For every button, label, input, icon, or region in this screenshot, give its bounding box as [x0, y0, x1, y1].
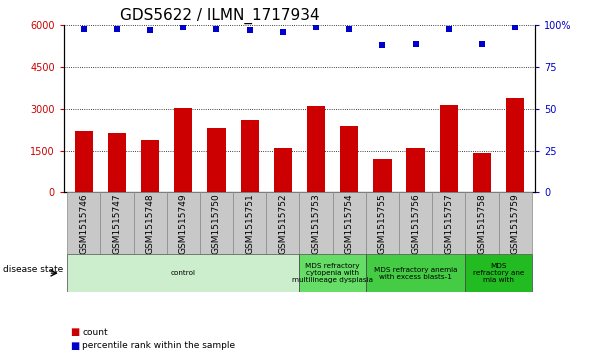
- Point: [278, 29, 288, 35]
- Text: ■: ■: [70, 327, 79, 337]
- Text: GSM1515750: GSM1515750: [212, 193, 221, 254]
- Bar: [233, 192, 266, 254]
- Text: MDS refractory
cytopenia with
multilineage dysplasia: MDS refractory cytopenia with multilinea…: [292, 263, 373, 283]
- Bar: [67, 192, 100, 254]
- Text: GSM1515747: GSM1515747: [112, 193, 122, 254]
- Bar: [207, 129, 226, 192]
- Bar: [75, 131, 93, 192]
- Bar: [366, 254, 465, 292]
- Text: control: control: [171, 270, 196, 276]
- Bar: [432, 192, 465, 254]
- Point: [145, 28, 155, 33]
- Point: [178, 24, 188, 30]
- Bar: [67, 254, 299, 292]
- Bar: [100, 192, 134, 254]
- Bar: [108, 132, 126, 192]
- Text: GSM1515754: GSM1515754: [345, 193, 354, 254]
- Bar: [174, 107, 192, 192]
- Bar: [473, 154, 491, 192]
- Bar: [200, 192, 233, 254]
- Bar: [274, 148, 292, 192]
- Bar: [465, 192, 499, 254]
- Point: [477, 41, 487, 47]
- Bar: [366, 192, 399, 254]
- Point: [112, 26, 122, 32]
- Bar: [307, 106, 325, 192]
- Text: MDS refractory anemia
with excess blasts-1: MDS refractory anemia with excess blasts…: [374, 267, 457, 280]
- Bar: [134, 192, 167, 254]
- Bar: [440, 105, 458, 192]
- Bar: [241, 120, 259, 192]
- Bar: [266, 192, 299, 254]
- Bar: [465, 254, 532, 292]
- Bar: [299, 192, 333, 254]
- Text: count: count: [82, 328, 108, 337]
- Text: percentile rank within the sample: percentile rank within the sample: [82, 341, 235, 350]
- Point: [378, 42, 387, 48]
- Bar: [499, 192, 532, 254]
- Point: [245, 28, 255, 33]
- Bar: [141, 139, 159, 192]
- Point: [510, 24, 520, 30]
- Bar: [167, 192, 200, 254]
- Text: GSM1515753: GSM1515753: [311, 193, 320, 254]
- Bar: [399, 192, 432, 254]
- Point: [311, 24, 321, 30]
- Text: GSM1515759: GSM1515759: [511, 193, 520, 254]
- Point: [444, 26, 454, 32]
- Text: GSM1515751: GSM1515751: [245, 193, 254, 254]
- Point: [212, 26, 221, 32]
- Text: GSM1515755: GSM1515755: [378, 193, 387, 254]
- Bar: [333, 192, 366, 254]
- Bar: [506, 98, 524, 192]
- Text: GSM1515756: GSM1515756: [411, 193, 420, 254]
- Point: [344, 26, 354, 32]
- Text: GDS5622 / ILMN_1717934: GDS5622 / ILMN_1717934: [120, 8, 320, 24]
- Point: [411, 41, 421, 47]
- Bar: [373, 159, 392, 192]
- Text: ■: ■: [70, 340, 79, 351]
- Text: GSM1515758: GSM1515758: [477, 193, 486, 254]
- Text: GSM1515748: GSM1515748: [146, 193, 154, 254]
- Text: disease state: disease state: [3, 265, 63, 274]
- Text: GSM1515757: GSM1515757: [444, 193, 453, 254]
- Bar: [407, 148, 425, 192]
- Text: GSM1515749: GSM1515749: [179, 193, 188, 254]
- Text: MDS
refractory ane
mia with: MDS refractory ane mia with: [473, 263, 524, 283]
- Point: [79, 26, 89, 32]
- Bar: [299, 254, 366, 292]
- Bar: [340, 126, 358, 192]
- Text: GSM1515752: GSM1515752: [278, 193, 288, 254]
- Text: GSM1515746: GSM1515746: [79, 193, 88, 254]
